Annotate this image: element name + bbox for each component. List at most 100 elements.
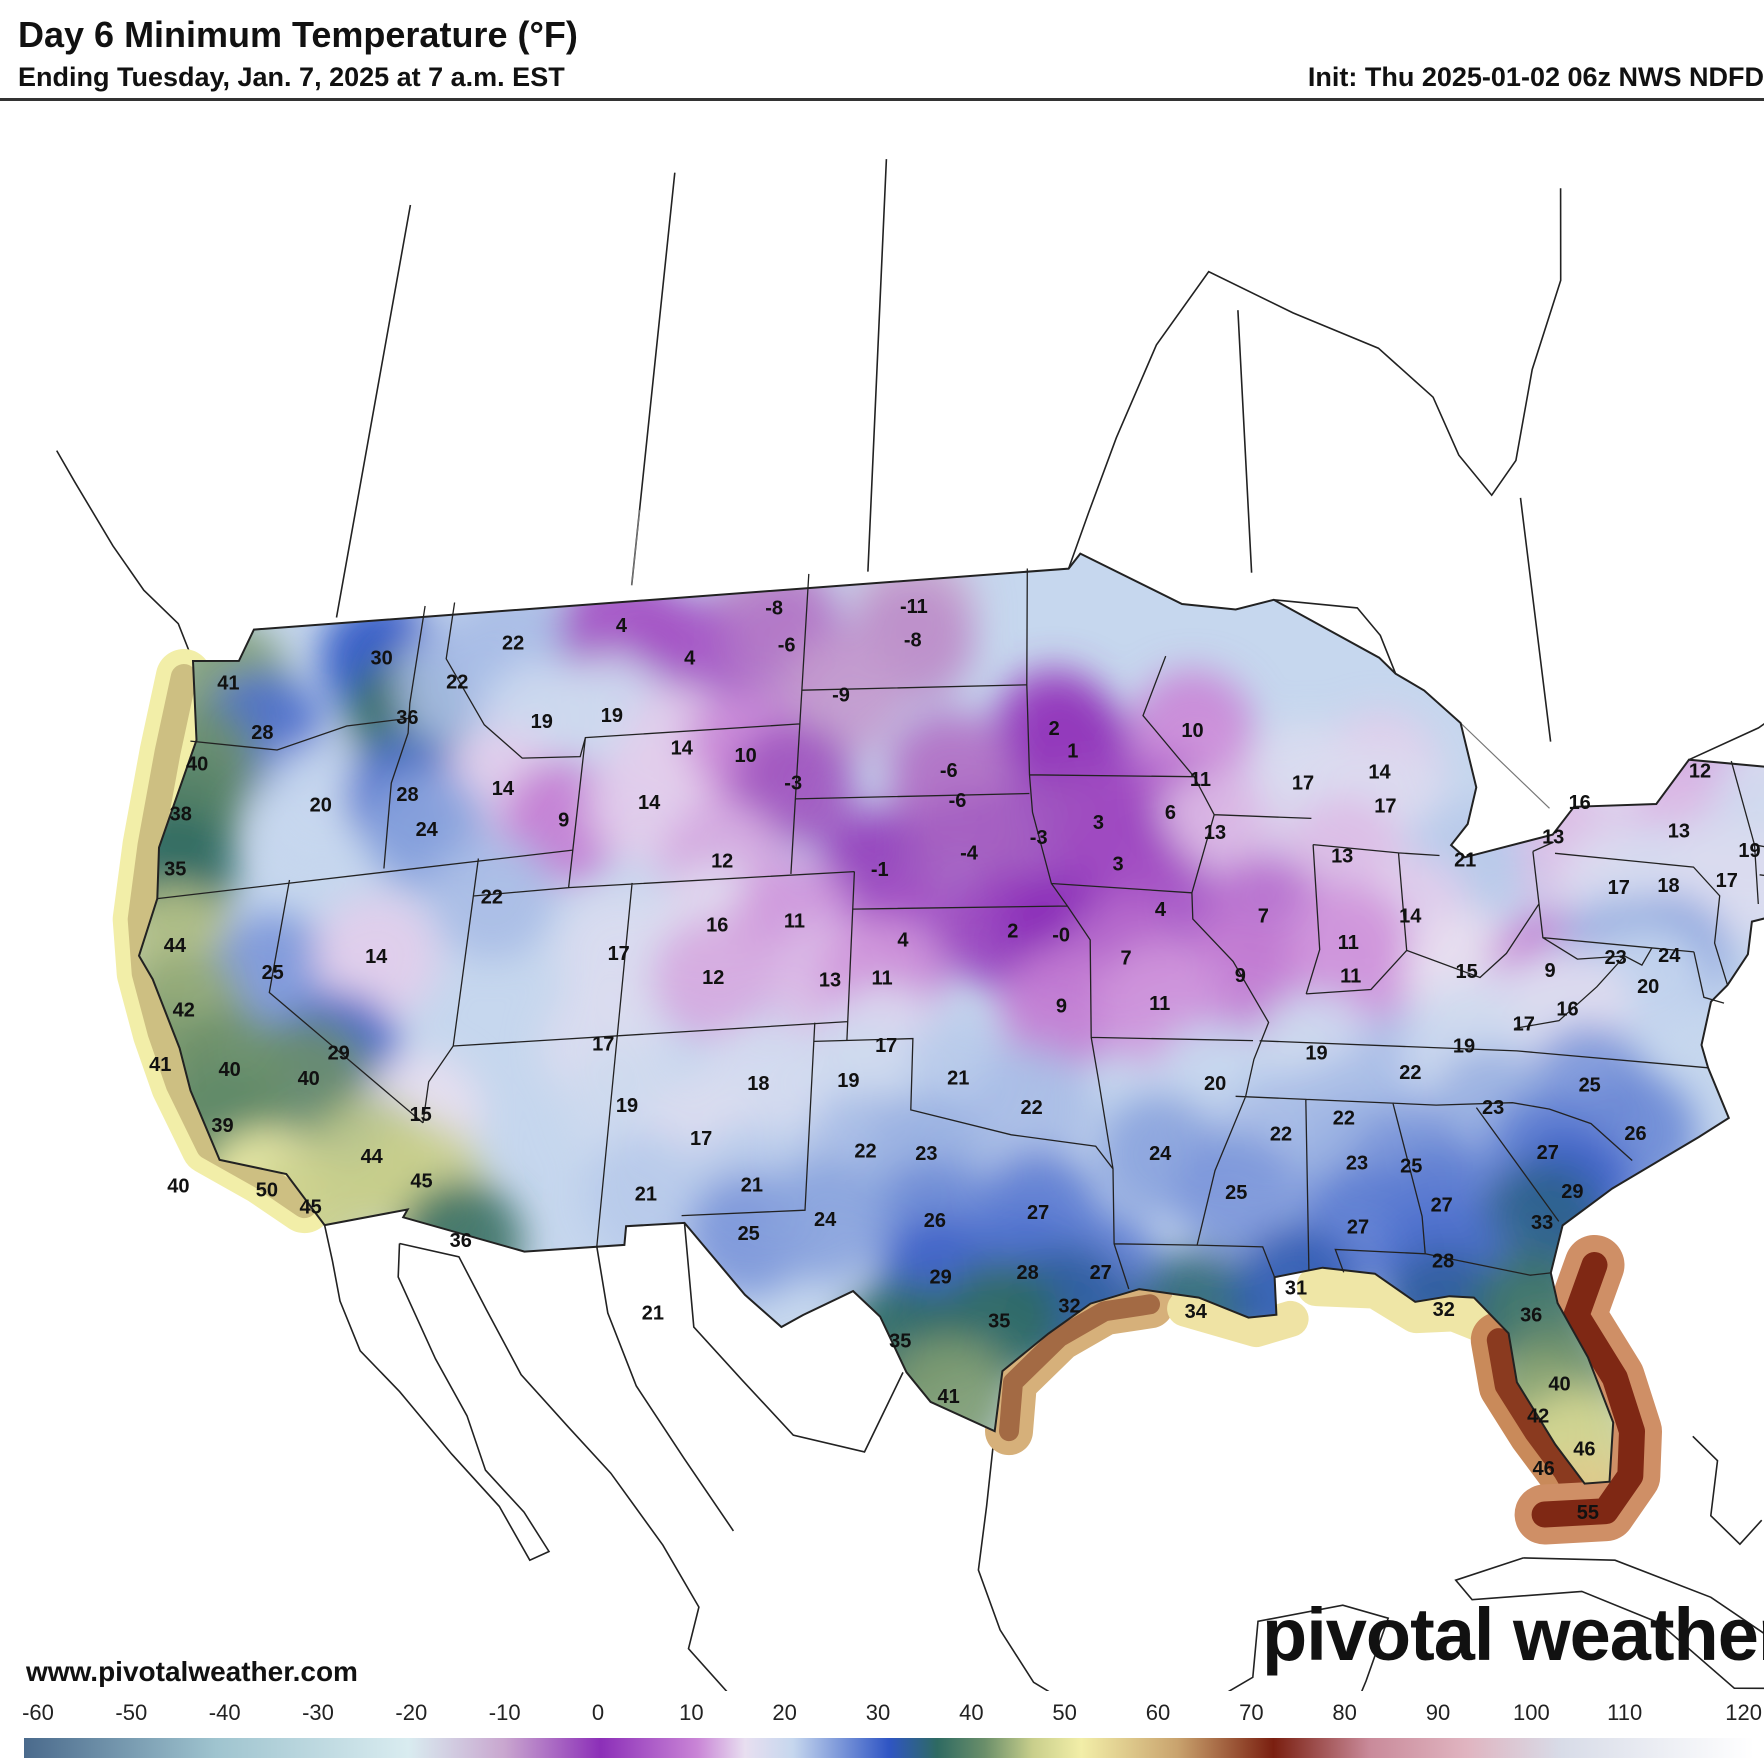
temperature-label: 20 — [1204, 1073, 1226, 1095]
color-scale-tick: 20 — [772, 1700, 797, 1725]
temperature-label: 4 — [684, 647, 696, 669]
temperature-label: 55 — [1577, 1502, 1599, 1524]
temperature-label: -1 — [871, 859, 889, 881]
temperature-label: 9 — [558, 809, 569, 831]
us-outline — [137, 552, 1764, 1485]
temperature-label: 11 — [1190, 769, 1211, 791]
temperature-label: 17 — [608, 943, 630, 965]
temperature-label: 46 — [1532, 1458, 1554, 1480]
temperature-label: 16 — [1556, 999, 1578, 1021]
color-scale-tick: 80 — [1332, 1700, 1357, 1725]
temperature-label: 14 — [1368, 762, 1391, 784]
temperature-label: 30 — [370, 647, 392, 669]
temperature-field — [139, 553, 1764, 1484]
coastal-band-stroke — [999, 1294, 1160, 1442]
temperature-label: -8 — [765, 598, 783, 620]
header-divider — [0, 98, 1764, 101]
map-title: Day 6 Minimum Temperature (°F) — [18, 14, 578, 55]
color-scale-tick: 100 — [1512, 1700, 1550, 1725]
temperature-label: -9 — [832, 684, 850, 706]
temperature-label: 24 — [814, 1209, 837, 1231]
temperature-label: 25 — [1579, 1075, 1601, 1097]
temperature-label: 17 — [1292, 773, 1314, 795]
temperature-label: 23 — [1604, 947, 1626, 969]
temperature-label: 23 — [1346, 1153, 1368, 1175]
temperature-label: 24 — [416, 819, 439, 841]
temperature-label: 21 — [741, 1174, 763, 1196]
temperature-label: 1 — [1067, 741, 1078, 763]
temperature-label: 33 — [1531, 1212, 1553, 1234]
temperature-label: 27 — [1537, 1142, 1559, 1164]
temperature-label: 19 — [837, 1070, 859, 1092]
temperature-label: 9 — [1545, 960, 1556, 982]
temperature-label: 14 — [671, 737, 694, 759]
temperature-label: 11 — [872, 968, 893, 990]
temperature-label: 12 — [711, 851, 733, 873]
temperature-field-cell — [999, 945, 1124, 1070]
canada-coastline — [56, 159, 1764, 761]
temperature-label: 42 — [173, 999, 195, 1021]
color-scale-tick: 70 — [1239, 1700, 1264, 1725]
temperature-label: 26 — [1624, 1123, 1646, 1145]
temperature-label: 11 — [1338, 932, 1359, 954]
temperature-label: 14 — [492, 778, 515, 800]
color-scale-tick: 30 — [865, 1700, 891, 1725]
temperature-label: 23 — [1482, 1097, 1504, 1119]
temperature-label: 39 — [211, 1115, 233, 1137]
color-scale-bar — [24, 1738, 1754, 1758]
temperature-label: 12 — [702, 967, 724, 989]
coastal-band-stroke — [1296, 1266, 1507, 1345]
temperature-label: 44 — [164, 935, 187, 957]
temperature-label: -6 — [940, 760, 958, 782]
temperature-label: -3 — [784, 772, 802, 794]
temperature-label: 50 — [256, 1179, 278, 1201]
temperature-label: 25 — [738, 1223, 760, 1245]
temperature-label: 19 — [616, 1095, 638, 1117]
temperature-label: 36 — [396, 707, 418, 729]
temperature-label: 15 — [1455, 961, 1477, 983]
state-borders — [157, 568, 1764, 1290]
temperature-label: 21 — [947, 1067, 969, 1089]
temperature-label: 11 — [784, 911, 805, 933]
temperature-label: 3 — [1093, 812, 1104, 834]
color-scale-tick: 40 — [959, 1700, 984, 1725]
temperature-label: 24 — [1149, 1143, 1172, 1165]
brand-logo: pivotal weather — [1262, 1593, 1764, 1676]
temperature-label: 19 — [1738, 840, 1760, 862]
temperature-label: 17 — [1374, 796, 1396, 818]
temperature-field-cell — [969, 1046, 1094, 1171]
temperature-label: 11 — [1149, 993, 1170, 1015]
temperature-label: 35 — [889, 1331, 911, 1353]
temperature-field-cell — [429, 835, 554, 960]
color-scale-tick: 90 — [1425, 1700, 1451, 1725]
temperature-label: 41 — [149, 1054, 171, 1076]
temperature-label: 6 — [1165, 802, 1176, 824]
color-scale-tick: -10 — [488, 1700, 521, 1725]
temperature-label: 18 — [747, 1073, 769, 1095]
temperature-label: 22 — [446, 672, 468, 694]
coastal-warm-band — [112, 649, 1662, 1545]
temperature-label: 4 — [1155, 899, 1167, 921]
temperature-label: 40 — [186, 754, 208, 776]
temperature-label: 46 — [1573, 1438, 1595, 1460]
temperature-label: 13 — [1204, 822, 1226, 844]
temperature-label: 27 — [1347, 1216, 1369, 1238]
temperature-label: 25 — [1225, 1182, 1247, 1204]
temperature-label: 7 — [1121, 947, 1132, 969]
temperature-label: 45 — [410, 1171, 432, 1193]
color-scale-tick: -20 — [395, 1700, 428, 1725]
temperature-label: -11 — [900, 596, 928, 618]
color-scale — [0, 1694, 1764, 1764]
temperature-label: 27 — [1090, 1262, 1112, 1284]
temperature-label: 36 — [1520, 1304, 1542, 1326]
temperature-label: 13 — [1668, 821, 1690, 843]
temperature-label: 36 — [450, 1230, 472, 1252]
temperature-label: 4 — [616, 615, 628, 637]
temperature-label: 41 — [217, 673, 239, 695]
temperature-label: 17 — [1716, 870, 1738, 892]
temperature-label: 40 — [167, 1175, 189, 1197]
temperature-label: 16 — [706, 914, 728, 936]
coastal-band-stroke — [1486, 1328, 1595, 1515]
